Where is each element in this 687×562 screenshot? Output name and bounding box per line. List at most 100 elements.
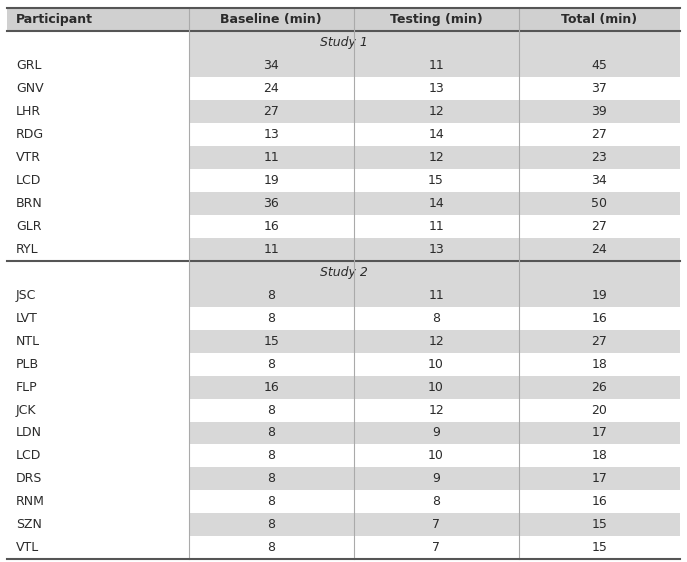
Text: 12: 12	[428, 335, 444, 348]
Bar	[7, 513, 189, 536]
Bar	[7, 375, 189, 398]
Text: LCD: LCD	[16, 450, 41, 463]
Bar	[7, 353, 189, 375]
Bar	[354, 31, 519, 55]
Text: 8: 8	[267, 357, 275, 370]
Text: GLR: GLR	[16, 220, 41, 233]
Bar	[7, 330, 189, 353]
Bar	[189, 513, 354, 536]
Text: GNV: GNV	[16, 82, 43, 95]
Text: 39: 39	[592, 105, 607, 118]
Text: 45: 45	[592, 60, 607, 72]
Bar	[519, 375, 680, 398]
Bar	[189, 123, 354, 146]
Bar	[354, 77, 519, 100]
Text: NTL: NTL	[16, 335, 40, 348]
Text: 16: 16	[263, 380, 279, 393]
Text: Study 2: Study 2	[319, 266, 368, 279]
Bar	[519, 55, 680, 77]
Text: Testing (min): Testing (min)	[390, 13, 482, 26]
Text: DRS: DRS	[16, 473, 42, 486]
Bar	[354, 100, 519, 123]
Bar	[7, 536, 189, 559]
Text: 13: 13	[263, 128, 279, 141]
Text: 14: 14	[428, 128, 444, 141]
Bar	[354, 192, 519, 215]
Text: 8: 8	[432, 312, 440, 325]
Text: 16: 16	[592, 495, 607, 508]
Text: RYL: RYL	[16, 243, 38, 256]
Text: FLP: FLP	[16, 380, 37, 393]
Bar	[7, 468, 189, 490]
Bar	[7, 169, 189, 192]
Text: 15: 15	[263, 335, 279, 348]
Bar	[354, 398, 519, 422]
Text: 8: 8	[267, 518, 275, 531]
Text: Participant: Participant	[16, 13, 93, 26]
Text: Baseline (min): Baseline (min)	[221, 13, 322, 26]
Text: 8: 8	[267, 427, 275, 439]
Bar	[189, 169, 354, 192]
Bar	[354, 536, 519, 559]
Bar	[519, 422, 680, 445]
Text: 7: 7	[432, 541, 440, 554]
Bar	[354, 284, 519, 307]
Bar	[7, 123, 189, 146]
Text: 27: 27	[592, 335, 607, 348]
Text: 24: 24	[592, 243, 607, 256]
Text: 34: 34	[592, 174, 607, 187]
Bar	[189, 215, 354, 238]
Bar	[354, 490, 519, 513]
Bar	[519, 284, 680, 307]
Text: 12: 12	[428, 151, 444, 164]
Text: 8: 8	[267, 473, 275, 486]
Bar	[519, 169, 680, 192]
Bar	[519, 123, 680, 146]
Text: VTL: VTL	[16, 541, 39, 554]
Text: 8: 8	[267, 541, 275, 554]
Text: BRN: BRN	[16, 197, 43, 210]
Bar	[354, 123, 519, 146]
Text: PLB: PLB	[16, 357, 39, 370]
Bar	[189, 100, 354, 123]
Bar	[354, 215, 519, 238]
Text: 11: 11	[263, 151, 279, 164]
Bar	[7, 77, 189, 100]
Bar	[7, 238, 189, 261]
Text: 27: 27	[263, 105, 279, 118]
Bar	[519, 468, 680, 490]
Bar	[189, 468, 354, 490]
Bar	[519, 353, 680, 375]
Bar	[519, 100, 680, 123]
Text: 11: 11	[428, 220, 444, 233]
Text: 15: 15	[592, 541, 607, 554]
Bar	[189, 261, 354, 284]
Text: 27: 27	[592, 128, 607, 141]
Text: 14: 14	[428, 197, 444, 210]
Text: 20: 20	[592, 404, 607, 416]
Bar	[189, 375, 354, 398]
Text: 15: 15	[592, 518, 607, 531]
Text: SZN: SZN	[16, 518, 42, 531]
Text: LHR: LHR	[16, 105, 41, 118]
Text: LDN: LDN	[16, 427, 42, 439]
Bar	[7, 445, 189, 468]
Bar	[354, 261, 519, 284]
Text: 10: 10	[428, 357, 444, 370]
Bar	[189, 8, 354, 31]
Bar	[189, 238, 354, 261]
Text: RNM: RNM	[16, 495, 45, 508]
Bar	[7, 192, 189, 215]
Bar	[519, 536, 680, 559]
Bar	[519, 490, 680, 513]
Text: RDG: RDG	[16, 128, 44, 141]
Bar	[354, 238, 519, 261]
Bar	[519, 215, 680, 238]
Bar	[189, 284, 354, 307]
Bar	[189, 307, 354, 330]
Text: 8: 8	[432, 495, 440, 508]
Bar	[354, 375, 519, 398]
Bar	[189, 398, 354, 422]
Text: JSC: JSC	[16, 289, 36, 302]
Text: 16: 16	[592, 312, 607, 325]
